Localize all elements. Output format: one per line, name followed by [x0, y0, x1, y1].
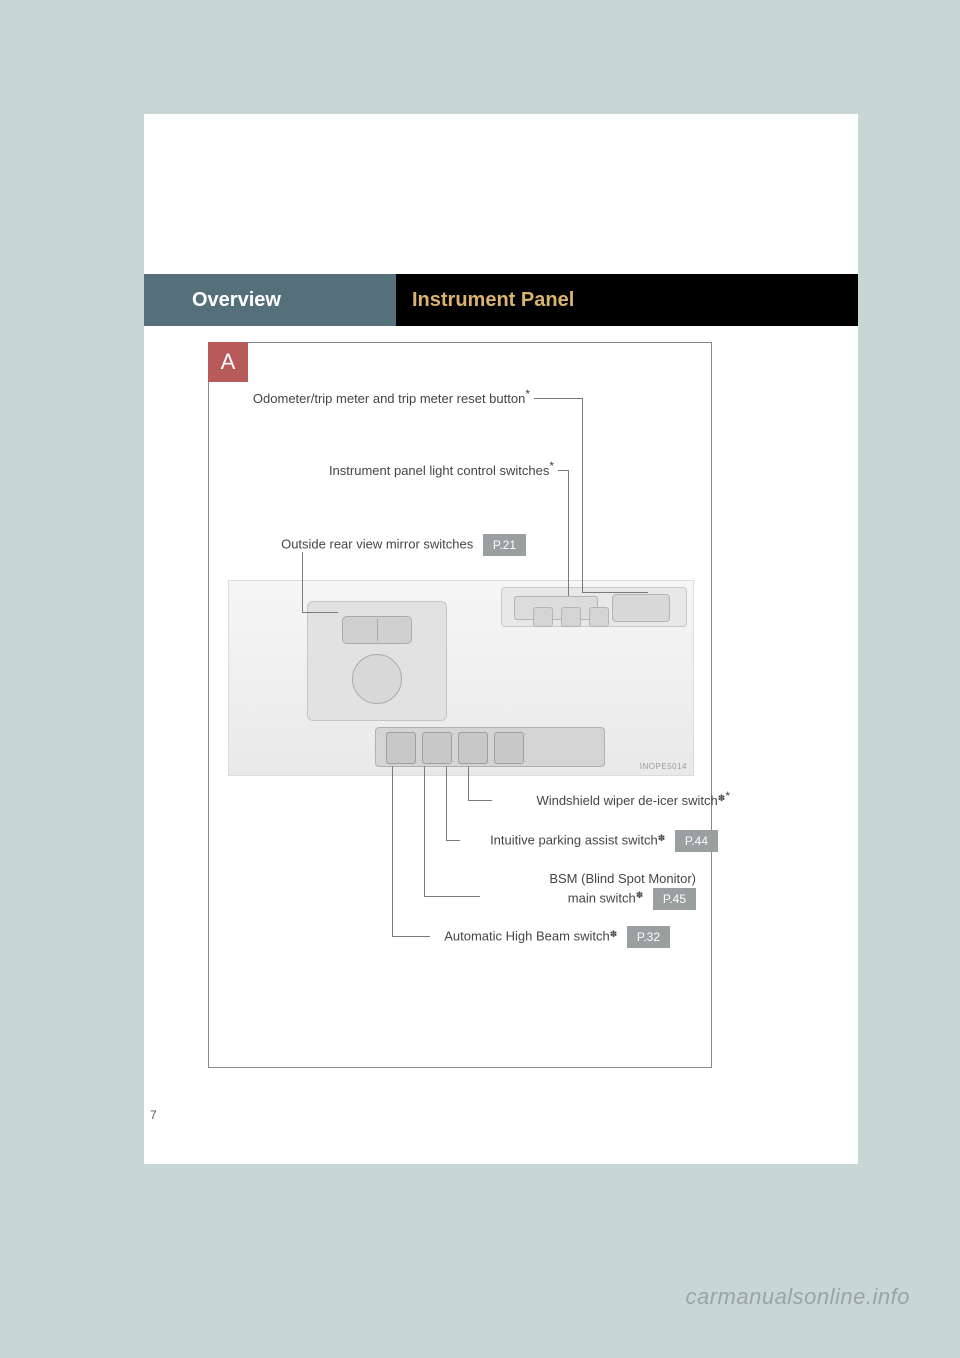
label-ipl: Instrument panel light control switches* [260, 462, 554, 480]
light-up-icon [589, 607, 609, 627]
watermark: carmanualsonline.info [685, 1284, 910, 1310]
bsm-switch-icon [422, 732, 452, 764]
odometer-reset-icon [612, 594, 670, 622]
leader-parking-v [446, 766, 447, 840]
leader-mirror-h [302, 612, 338, 613]
leader-odometer-h2 [582, 592, 648, 593]
header-title: Instrument Panel [396, 274, 858, 326]
label-bsm: BSM (Blind Spot Monitor) main switch✽ P.… [430, 870, 696, 910]
label-odometer-note: * [525, 387, 530, 401]
label-ahb: Automatic High Beam switch✽ P.32 [380, 926, 670, 948]
variant-badge: A [208, 342, 248, 382]
leader-bsm-v [424, 766, 425, 896]
label-ahb-text: Automatic High Beam switch [444, 929, 609, 944]
leader-odometer-h [534, 398, 582, 399]
leader-deicer-v [468, 766, 469, 800]
leader-ipl-v [568, 470, 569, 596]
leader-ahb-v [392, 766, 393, 936]
parking-assist-switch-icon [458, 732, 488, 764]
page-ref-mirror[interactable]: P.21 [483, 534, 526, 556]
light-down-icon [533, 607, 553, 627]
label-parking-text: Intuitive parking assist switch [490, 833, 658, 848]
label-ipl-text: Instrument panel light control switches [329, 463, 549, 478]
panel-diagram: INOPE5014 [228, 580, 694, 776]
label-deicer: Windshield wiper de-icer switch✽* [460, 792, 730, 810]
deicer-switch-icon [494, 732, 524, 764]
page-ref-parking[interactable]: P.44 [675, 830, 718, 852]
leader-parking-h [446, 840, 460, 841]
label-bsm-ast: ✽ [636, 890, 644, 900]
light-control-switches-icon [514, 596, 598, 620]
label-parking-ast: ✽ [658, 833, 666, 843]
mirror-control-panel [307, 601, 447, 721]
label-bsm-line1: BSM (Blind Spot Monitor) [549, 871, 696, 886]
label-deicer-text: Windshield wiper de-icer switch [536, 793, 717, 808]
label-odometer-text: Odometer/trip meter and trip meter reset… [253, 391, 525, 406]
header-bar: Overview Instrument Panel [144, 274, 858, 326]
label-odometer: Odometer/trip meter and trip meter reset… [240, 390, 530, 408]
mirror-lr-switch-icon [342, 616, 412, 644]
leader-ahb-h [392, 936, 430, 937]
label-mirror-text: Outside rear view mirror switches [281, 537, 473, 552]
page-ref-ahb[interactable]: P.32 [627, 926, 670, 948]
label-mirror: Outside rear view mirror switches P.21 [250, 534, 526, 556]
light-mid-icon [561, 607, 581, 627]
lower-switch-row [375, 727, 605, 767]
label-ipl-note: * [549, 459, 554, 473]
label-ahb-ast: ✽ [610, 929, 618, 939]
label-parking: Intuitive parking assist switch✽ P.44 [400, 830, 718, 852]
page-ref-bsm[interactable]: P.45 [653, 888, 696, 910]
header-section: Overview [144, 274, 396, 326]
leader-bsm-h [424, 896, 480, 897]
upper-switch-cluster [501, 587, 687, 627]
label-bsm-line2-text: main switch [568, 890, 636, 905]
ahb-switch-icon [386, 732, 416, 764]
diagram-code: INOPE5014 [640, 762, 687, 771]
label-deicer-note: * [725, 789, 730, 803]
leader-deicer-h [468, 800, 492, 801]
leader-ipl-h [558, 470, 568, 471]
mirror-adjust-pad-icon [352, 654, 402, 704]
leader-mirror-v [302, 552, 303, 612]
leader-odometer-v [582, 398, 583, 592]
page-number: 7 [150, 1108, 157, 1122]
